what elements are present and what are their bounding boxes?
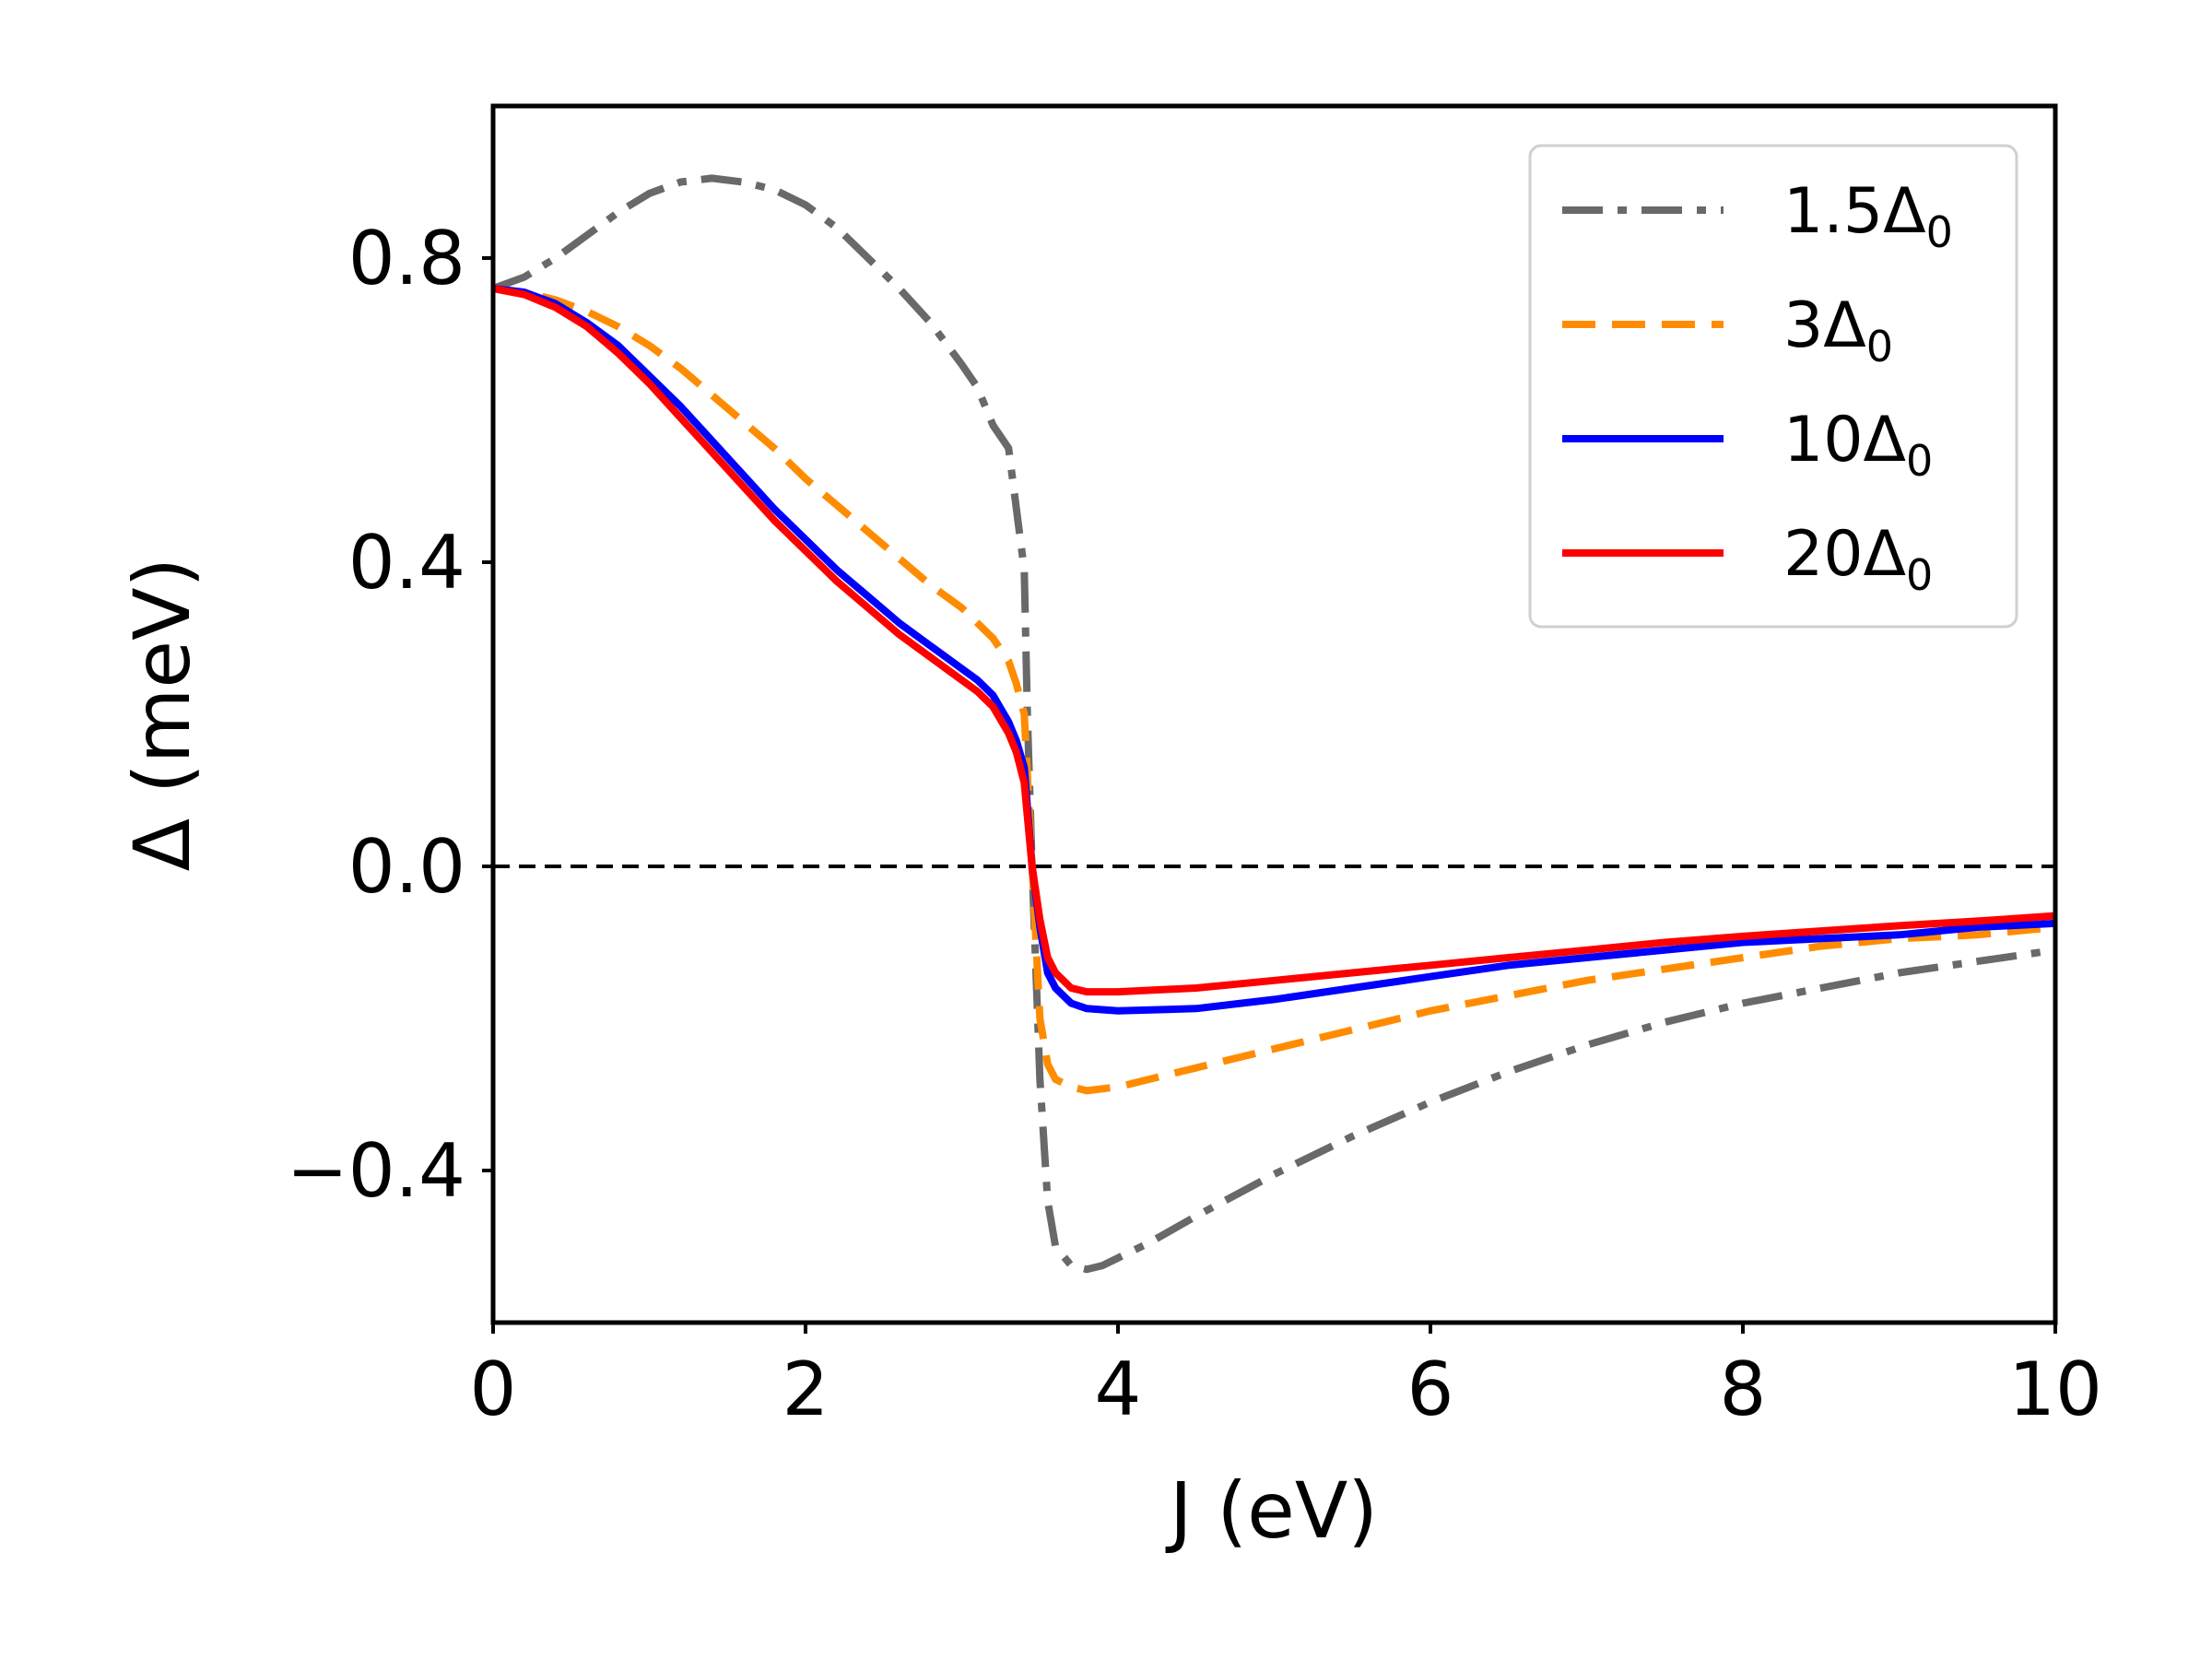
plot-frame — [490, 103, 2058, 1325]
x-tick-label: 6 — [1407, 1347, 1454, 1432]
legend-label-1: 3Δ0 — [1783, 289, 1893, 371]
y-tick-label: −0.4 — [287, 1128, 465, 1214]
legend-box — [1528, 144, 2018, 629]
y-axis-ticks: −0.4 0.0 0.4 0.8 — [287, 216, 493, 1214]
y-axis-label: Δ (meV) — [117, 558, 207, 872]
legend: 1.5Δ0 3Δ0 10Δ0 20Δ0 — [1528, 144, 2018, 629]
x-tick-label: 10 — [2008, 1347, 2102, 1432]
x-tick-label: 2 — [782, 1347, 830, 1432]
x-tick-label: 4 — [1095, 1347, 1142, 1432]
series-layer — [493, 174, 2055, 1274]
legend-label-2: 10Δ0 — [1783, 404, 1933, 486]
legend-label-0: 1.5Δ0 — [1783, 175, 1953, 257]
x-axis-label: J (eV) — [1165, 1465, 1378, 1556]
y-tick-label: 0.8 — [348, 216, 465, 301]
x-axis-ticks: 0 2 4 6 8 10 — [470, 1323, 2102, 1432]
series-line-3 — [493, 285, 2055, 996]
series-line-1 — [493, 285, 2055, 1095]
x-tick-label: 8 — [1720, 1347, 1767, 1432]
x-tick-label: 0 — [470, 1347, 517, 1432]
y-tick-label: 0.4 — [348, 520, 465, 606]
legend-label-3: 20Δ0 — [1783, 518, 1933, 600]
y-tick-label: 0.0 — [348, 824, 465, 910]
